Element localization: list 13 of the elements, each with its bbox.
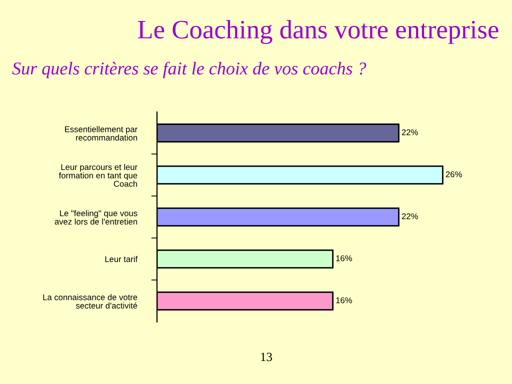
chart-subtitle: Sur quels critères se fait le choix de vos coachs ? [12, 62, 366, 78]
y-tick-label: Leur tarif [105, 256, 138, 262]
y-tick-label: Leur parcours et leur formation en tant que Coach [58, 164, 138, 187]
text: 13 [261, 352, 272, 362]
data-label: 22% [402, 129, 418, 136]
y-tick-label: Le "feeling" que vous avez lors de l'entretien [54, 210, 138, 225]
data-label: 16% [336, 297, 352, 304]
data-label: 26% [446, 171, 462, 178]
chart-title: Le Coaching dans votre entreprise [138, 20, 498, 44]
y-tick-label: La connaissance de votre secteur d'activité [43, 294, 138, 309]
data-label: 16% [336, 255, 352, 262]
y-tick-label: Essentiellement par recommandation [65, 126, 138, 141]
data-label: 22% [402, 213, 418, 220]
